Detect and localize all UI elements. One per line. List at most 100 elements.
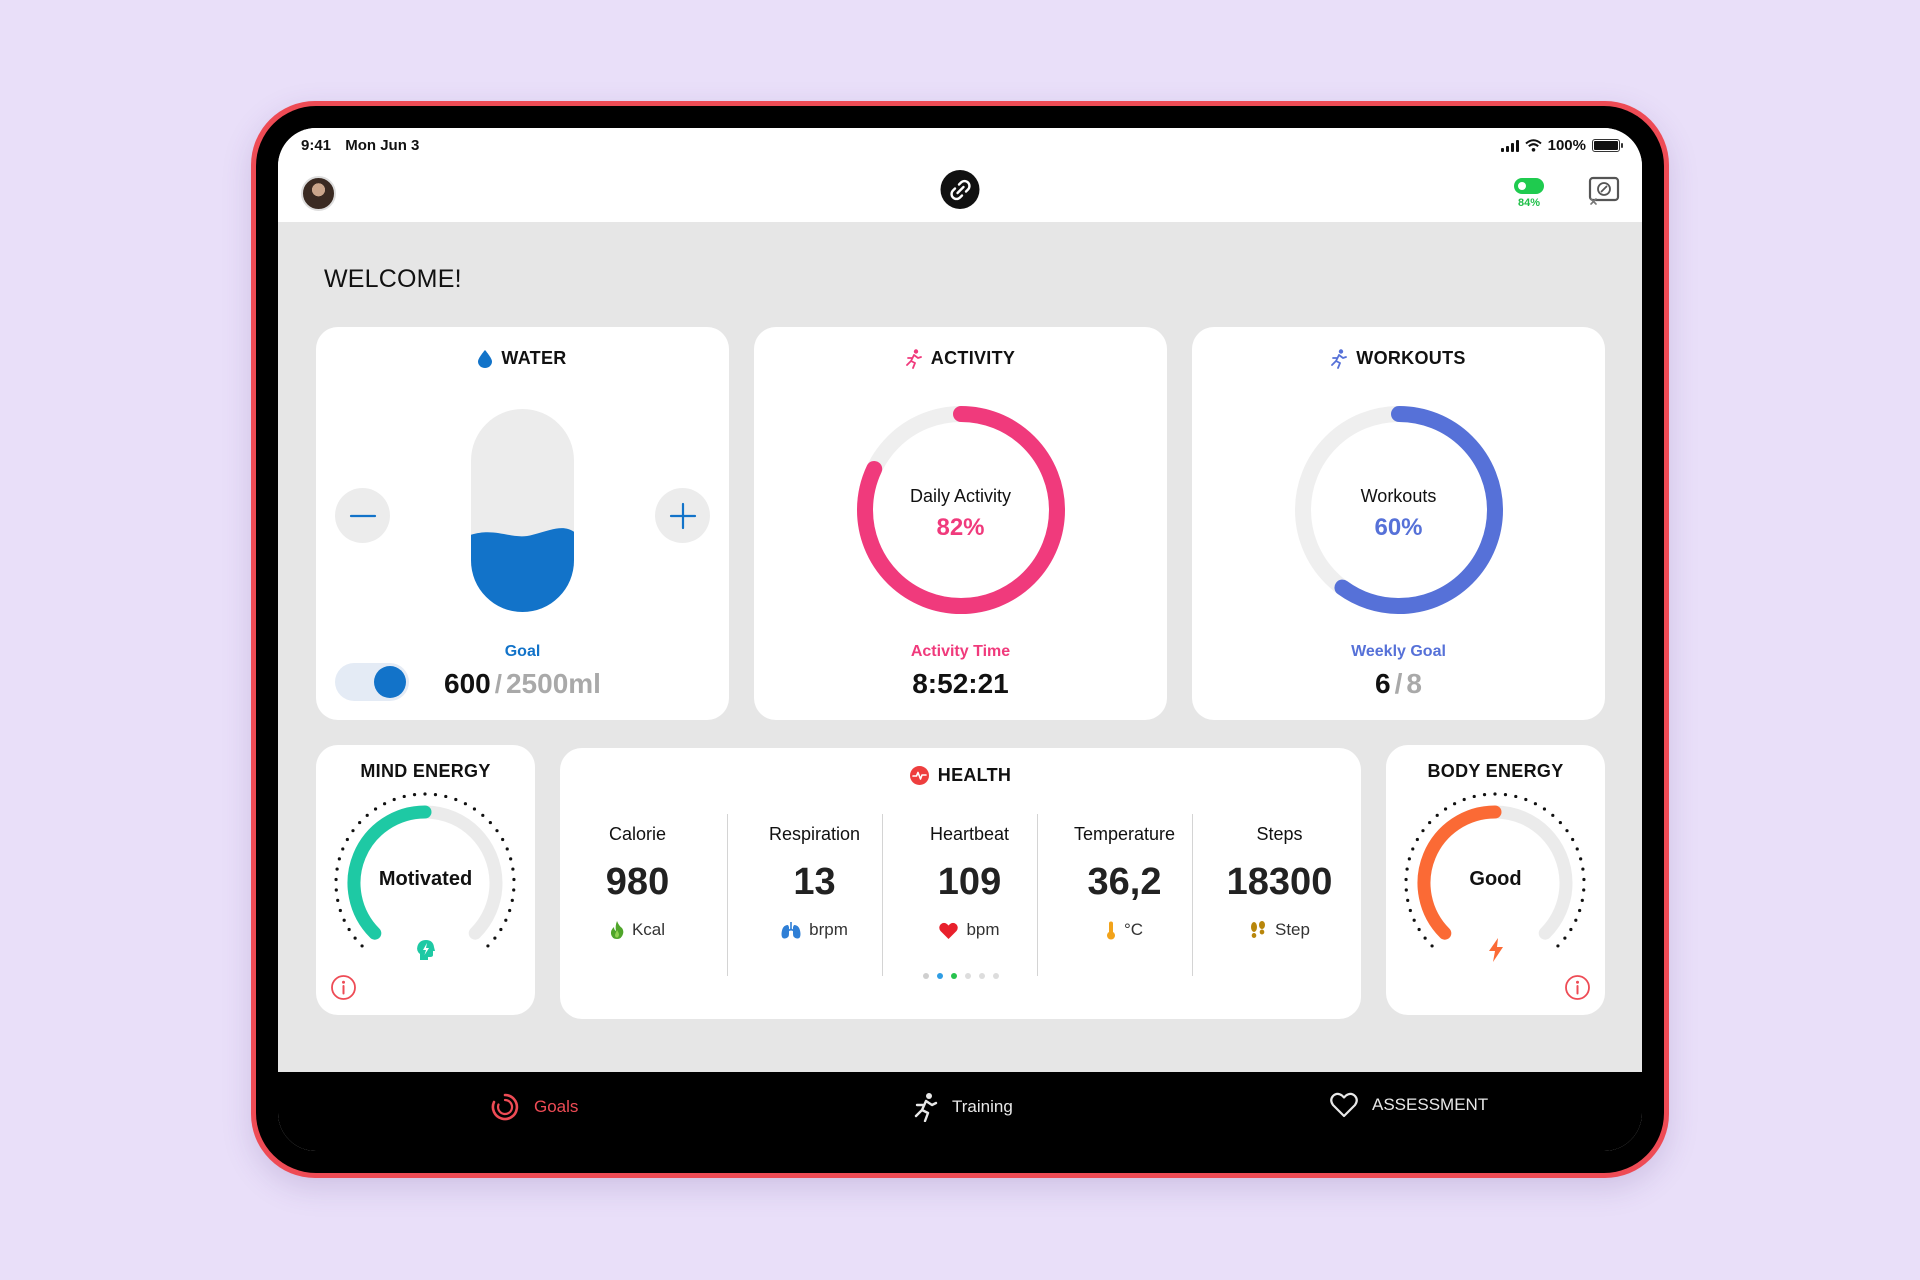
body-energy-tick (1578, 908, 1582, 913)
health-metric-calorie[interactable]: Calorie 980 Kcal (560, 812, 715, 972)
water-decrease-button[interactable] (335, 488, 390, 543)
body-energy-tick (1415, 837, 1419, 842)
workouts-done: 6 (1375, 668, 1391, 699)
brain-bolt-icon (417, 940, 435, 960)
weekly-goal-value: 6/8 (1192, 668, 1605, 700)
water-increase-button[interactable] (655, 488, 710, 543)
body-energy-tick (1408, 908, 1412, 913)
body-energy-tick (1405, 867, 1409, 871)
tab-goals[interactable]: Goals (490, 1092, 578, 1122)
health-divider (1192, 814, 1193, 976)
body-energy-tick (1493, 792, 1497, 796)
sync-percent: 84% (1517, 197, 1541, 209)
mind-energy-tick (463, 802, 468, 806)
mind-energy-tick (509, 857, 513, 861)
toggle-knob (374, 666, 406, 698)
tab-assessment-label: ASSESSMENT (1372, 1095, 1489, 1114)
mind-energy-tick (412, 793, 417, 797)
body-energy-info-icon[interactable] (1564, 974, 1591, 1001)
page-dot[interactable] (992, 973, 999, 979)
body-energy-tick (1582, 888, 1586, 892)
metric-unit: brpm (809, 920, 848, 939)
page-dot[interactable] (950, 973, 957, 979)
body-energy-tick (1462, 797, 1466, 802)
sync-toggle[interactable]: 84% (1514, 178, 1544, 209)
water-level-capsule (471, 409, 574, 612)
page-dot[interactable] (936, 973, 943, 979)
top-bar: 9:41 Mon Jun 3 100% (278, 128, 1642, 222)
water-fill (471, 528, 574, 612)
mind-energy-tick (486, 944, 490, 948)
page-dot[interactable] (922, 973, 929, 979)
mind-energy-tick (335, 867, 339, 871)
body-energy-tick (1443, 807, 1448, 811)
activity-card-title: ACTIVITY (754, 348, 1167, 369)
tab-training[interactable]: Training (914, 1092, 1013, 1122)
mind-energy-tick (512, 877, 516, 882)
activity-percent: 82% (936, 514, 985, 541)
health-card-title: HEALTH (560, 765, 1361, 786)
body-energy-tick (1417, 927, 1421, 932)
workouts-title: WORKOUTS (1356, 348, 1466, 368)
health-page-indicator[interactable] (560, 973, 1361, 979)
mind-energy-info-icon[interactable] (330, 974, 357, 1001)
metric-unit: Kcal (631, 920, 666, 939)
body-energy-tick (1404, 877, 1408, 882)
health-metric-temperature[interactable]: Temperature 36,2 °C (1047, 812, 1202, 972)
mind-energy-tick (392, 797, 396, 802)
body-energy-tick (1452, 802, 1457, 806)
mind-energy-tick (444, 794, 448, 799)
water-reminder-toggle[interactable] (335, 663, 409, 701)
health-metric-respiration[interactable]: Respiration 13 brpm (737, 812, 892, 972)
body-energy-tick (1482, 793, 1487, 797)
metric-unit-row: Kcal (560, 920, 715, 940)
water-separator: / (494, 669, 502, 699)
health-metric-heartbeat[interactable]: Heartbeat 109 bpm (892, 812, 1047, 972)
plus-icon (669, 502, 696, 529)
mind-energy-tick (505, 847, 509, 851)
screen-link-icon[interactable] (1588, 176, 1620, 206)
mind-energy-tick (510, 898, 514, 902)
lightning-bolt-icon (1489, 938, 1503, 962)
mind-energy-tick (336, 898, 340, 902)
body-energy-tick (1556, 944, 1560, 948)
status-time: 9:41 (301, 137, 332, 154)
sync-toggle-switch (1514, 178, 1544, 194)
body-energy-tick (1503, 793, 1508, 797)
avatar[interactable] (301, 176, 336, 211)
metric-unit-row: brpm (737, 920, 892, 940)
water-drop-icon (478, 349, 493, 368)
mind-energy-title: MIND ENERGY (360, 761, 491, 781)
page-dot[interactable] (964, 973, 971, 979)
metric-value: 109 (937, 861, 1002, 903)
mind-energy-tick (342, 918, 346, 922)
body-energy-tick (1558, 820, 1562, 825)
body-energy-tick (1563, 936, 1567, 940)
body-energy-tick (1404, 888, 1408, 892)
tab-assessment[interactable]: ASSESSMENT (1330, 1092, 1488, 1118)
body-energy-tick (1406, 898, 1410, 902)
heart-outline-icon (1330, 1092, 1358, 1118)
metric-unit: °C (1123, 920, 1144, 939)
metric-label: Temperature (1073, 824, 1176, 844)
body-energy-tick (1533, 802, 1538, 806)
water-card: WATER (316, 327, 729, 720)
metric-unit: bpm (966, 920, 1000, 939)
mind-energy-level-arc (347, 805, 432, 940)
water-current: 600 (444, 668, 491, 699)
workouts-progress-arc (1295, 406, 1503, 614)
body-energy-tick (1428, 820, 1432, 825)
status-bar-right: 100% (1500, 137, 1623, 154)
metric-label: Calorie (608, 824, 667, 844)
app-logo[interactable] (940, 170, 980, 209)
water-card-title: WATER (316, 348, 729, 369)
battery-percent: 100% (1547, 137, 1586, 154)
health-metric-steps[interactable]: Steps 18300 Step (1202, 812, 1357, 972)
water-goal-label: Goal (504, 643, 541, 660)
mind-energy-tick (454, 797, 458, 802)
body-energy-tick (1423, 936, 1427, 940)
body-energy-card: BODY ENERGY Good (1386, 745, 1605, 1015)
mind-energy-tick (373, 807, 378, 811)
page-dot[interactable] (978, 973, 985, 979)
body-energy-tick (1514, 794, 1518, 799)
